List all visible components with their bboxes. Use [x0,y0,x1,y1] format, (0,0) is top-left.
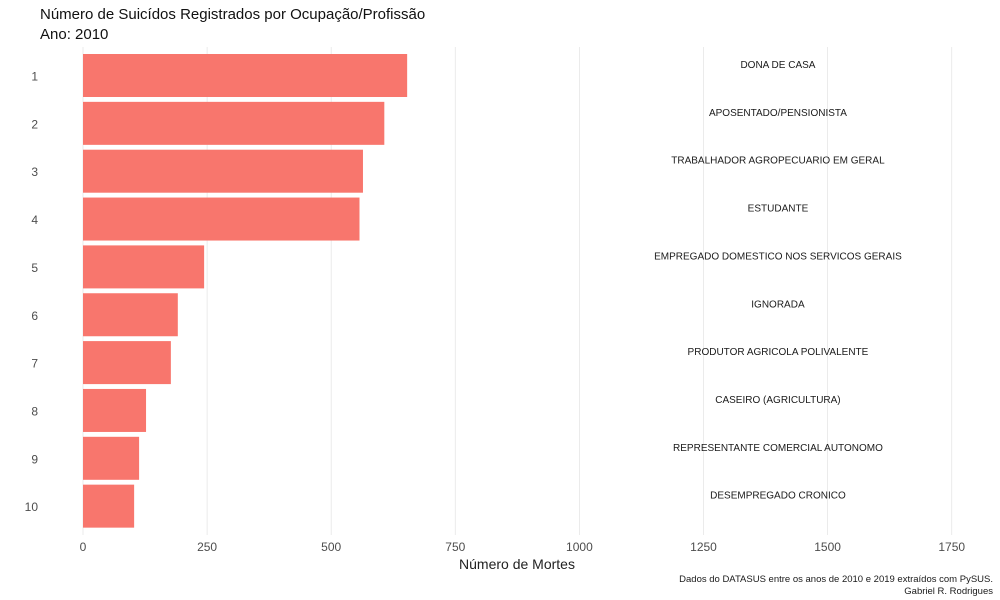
y-tick-label-5: 5 [31,261,38,275]
y-tick-label-8: 8 [31,404,38,418]
caption-line-1: Dados do DATASUS entre os anos de 2010 e… [679,574,993,585]
bar-6 [83,293,178,337]
bar-label-7: PRODUTOR AGRICOLA POLIVALENTE [688,347,869,358]
x-axis-title: Número de Mortes [459,556,575,572]
y-tick-label-10: 10 [25,500,39,514]
bar-3 [83,149,363,193]
bar-5 [83,245,205,289]
bar-7 [83,341,171,385]
x-tick-label-1500: 1500 [814,540,841,554]
y-tick-label-4: 4 [31,213,38,227]
bar-1 [83,54,408,97]
bar-label-9: REPRESENTANTE COMERCIAL AUTONOMO [673,443,883,454]
y-tick-label-9: 9 [31,452,38,466]
y-tick-label-2: 2 [31,117,38,131]
bar-label-4: ESTUDANTE [748,204,809,215]
bar-label-10: DESEMPREGADO CRONICO [710,491,846,502]
bar-2 [83,101,385,145]
bars [83,54,408,528]
x-tick-label-1250: 1250 [690,540,717,554]
x-tick-label-0: 0 [80,540,87,554]
bar-10 [83,484,135,528]
x-tick-label-250: 250 [197,540,217,554]
bar-label-6: IGNORADA [751,299,805,310]
chart-subtitle: Ano: 2010 [40,26,108,43]
y-tick-label-3: 3 [31,165,38,179]
bar-label-2: APOSENTADO/PENSIONISTA [709,108,847,119]
x-tick-label-750: 750 [445,540,465,554]
y-axis-tick-labels: 1 2 3 4 5 6 7 8 9 10 [25,70,39,515]
x-axis-tick-labels: 0 250 500 750 1000 1250 1500 1750 [80,540,966,554]
bar-label-5: EMPREGADO DOMESTICO NOS SERVICOS GERAIS [654,251,902,262]
bar-9 [83,436,140,480]
bar-label-3: TRABALHADOR AGROPECUARIO EM GERAL [671,156,885,167]
y-tick-label-7: 7 [31,357,38,371]
x-tick-label-1000: 1000 [566,540,593,554]
bar-4 [83,197,360,241]
y-tick-label-6: 6 [31,309,38,323]
caption-line-2: Gabriel R. Rodrigues [904,586,993,597]
x-tick-label-1750: 1750 [938,540,965,554]
x-tick-label-500: 500 [321,540,341,554]
bar-label-1: DONA DE CASA [740,60,815,71]
chart-title: Número de Suicídos Registrados por Ocupa… [40,6,425,23]
bar-labels: DONA DE CASA APOSENTADO/PENSIONISTA TRABAL… [654,60,902,502]
bar-8 [83,388,147,432]
y-tick-label-1: 1 [31,70,38,84]
bar-label-8: CASEIRO (AGRICULTURA) [715,395,840,406]
